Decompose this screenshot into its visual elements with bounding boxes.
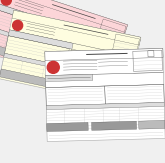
- Polygon shape: [46, 103, 164, 110]
- Circle shape: [13, 20, 23, 30]
- Polygon shape: [1, 0, 128, 32]
- Polygon shape: [47, 122, 88, 132]
- Polygon shape: [4, 53, 132, 84]
- Polygon shape: [88, 76, 109, 89]
- Polygon shape: [0, 0, 128, 91]
- Polygon shape: [0, 10, 141, 106]
- Polygon shape: [139, 120, 165, 129]
- Circle shape: [1, 0, 11, 5]
- Polygon shape: [108, 92, 128, 104]
- Polygon shape: [51, 64, 88, 83]
- Polygon shape: [12, 10, 141, 45]
- Circle shape: [47, 61, 59, 73]
- Polygon shape: [92, 121, 137, 130]
- Polygon shape: [69, 84, 107, 99]
- Polygon shape: [46, 74, 93, 82]
- Polygon shape: [8, 30, 73, 49]
- Polygon shape: [0, 26, 114, 70]
- Polygon shape: [45, 48, 163, 61]
- Polygon shape: [0, 42, 37, 66]
- Polygon shape: [45, 48, 165, 141]
- Polygon shape: [0, 4, 60, 30]
- Polygon shape: [0, 69, 55, 88]
